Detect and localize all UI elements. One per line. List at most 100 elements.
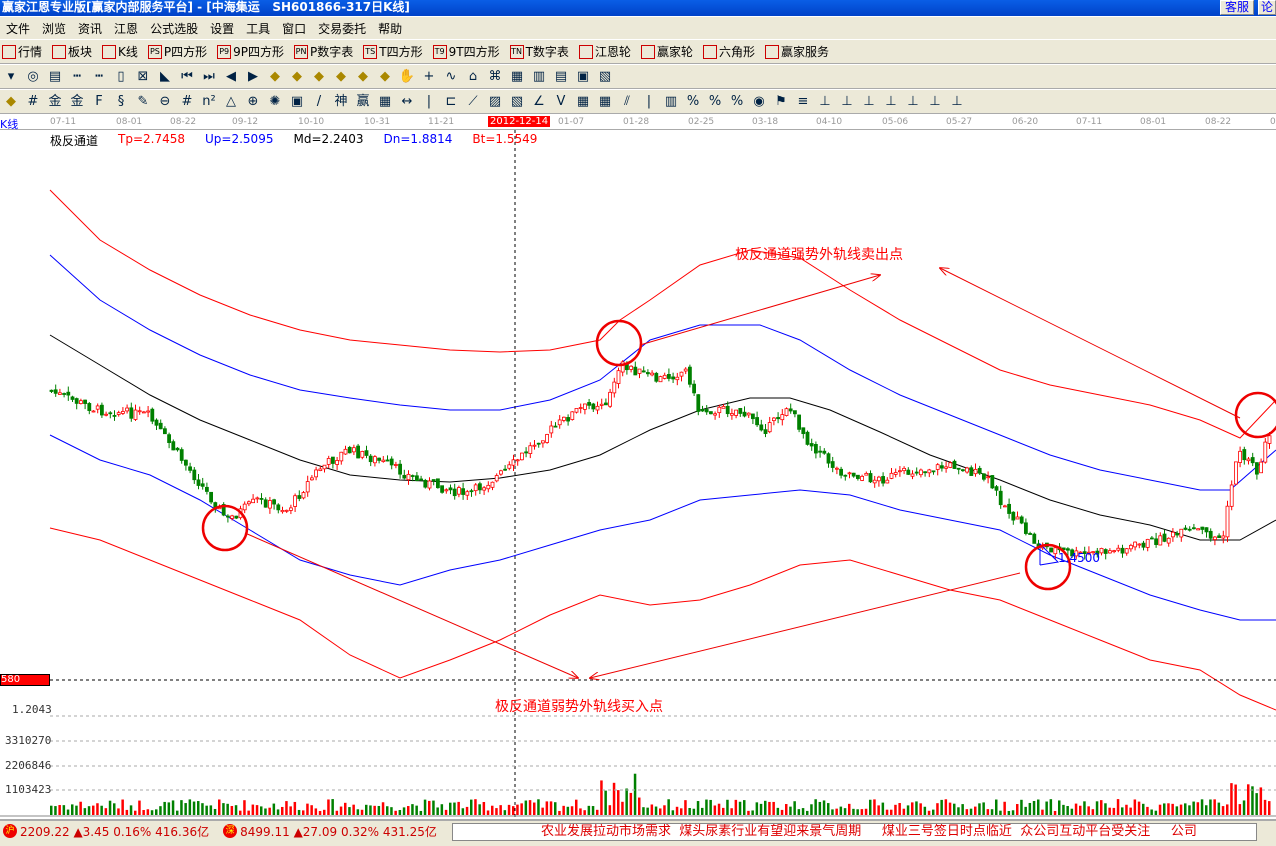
tool-icon[interactable]: ▧ bbox=[598, 68, 612, 84]
tool-icon[interactable]: # bbox=[181, 93, 193, 109]
news-ticker[interactable]: 农业发展拉动市场需求 煤头尿素行业有望迎来景气周期 煤业三号签日时点临近 众公司… bbox=[452, 823, 1257, 841]
menu-item[interactable]: 设置 bbox=[210, 21, 235, 36]
forum-button[interactable]: 论 bbox=[1258, 0, 1276, 15]
tool-icon[interactable]: % bbox=[686, 93, 700, 109]
tool-icon[interactable]: ▥ bbox=[532, 68, 546, 84]
tool-icon[interactable]: ◆ bbox=[6, 93, 16, 109]
toolbar-button[interactable]: T9 9T四方形 bbox=[432, 43, 500, 60]
tool-icon[interactable]: ▶ bbox=[248, 68, 258, 84]
tool-icon[interactable]: ▤ bbox=[554, 68, 568, 84]
menu-item[interactable]: 交易委托 bbox=[318, 21, 367, 36]
tool-icon[interactable]: ✺ bbox=[269, 93, 281, 109]
kline-chart[interactable] bbox=[0, 130, 1276, 820]
tool-icon[interactable]: ↔ bbox=[401, 93, 413, 109]
tool-icon[interactable]: 赢 bbox=[356, 93, 370, 109]
tool-icon[interactable]: ∿ bbox=[445, 68, 457, 84]
toolbar-button[interactable]: K线 bbox=[102, 43, 138, 60]
shanghai-index[interactable]: 2209.22 ▲3.45 0.16% 416.36亿 bbox=[20, 824, 210, 839]
tool-icon[interactable]: n² bbox=[202, 93, 216, 109]
tool-icon[interactable]: ▯ bbox=[117, 68, 125, 84]
tool-icon[interactable]: ▤ bbox=[48, 68, 62, 84]
tool-icon[interactable]: ⊥ bbox=[863, 93, 875, 109]
menu-item[interactable]: 工具 bbox=[246, 21, 271, 36]
tool-icon[interactable]: ≡ bbox=[797, 93, 809, 109]
tool-icon[interactable]: ⏭ bbox=[203, 68, 215, 84]
tool-icon[interactable]: ⊕ bbox=[247, 93, 259, 109]
tool-icon[interactable]: ⫽ bbox=[624, 93, 630, 109]
tool-icon[interactable]: # bbox=[27, 93, 39, 109]
tool-icon[interactable]: ◆ bbox=[314, 68, 324, 84]
toolbar-button[interactable]: 赢家轮 bbox=[640, 43, 693, 60]
tool-icon[interactable]: ⟋ bbox=[468, 93, 478, 109]
tool-icon[interactable]: | bbox=[646, 93, 652, 109]
customer-service-button[interactable]: 客服 bbox=[1220, 0, 1254, 15]
tool-icon[interactable]: ⊖ bbox=[159, 93, 171, 109]
tool-icon[interactable]: ▦ bbox=[576, 93, 590, 109]
tool-icon[interactable]: ◣ bbox=[160, 68, 170, 84]
toolbar-button[interactable]: 行情 bbox=[2, 43, 42, 60]
toolbar-button[interactable]: 江恩轮 bbox=[578, 43, 631, 60]
tool-icon[interactable]: ◆ bbox=[270, 68, 280, 84]
tool-icon[interactable]: ⚑ bbox=[775, 93, 787, 109]
tool-icon[interactable]: ⊥ bbox=[841, 93, 853, 109]
tool-icon[interactable]: ▦ bbox=[510, 68, 524, 84]
tool-icon[interactable]: ▨ bbox=[488, 93, 502, 109]
tool-icon[interactable]: ▣ bbox=[576, 68, 590, 84]
tool-icon[interactable]: ◆ bbox=[292, 68, 302, 84]
tool-icon[interactable]: ⊥ bbox=[929, 93, 941, 109]
menu-item[interactable]: 文件 bbox=[6, 21, 31, 36]
menu-item[interactable]: 浏览 bbox=[42, 21, 67, 36]
tool-icon[interactable]: 神 bbox=[334, 93, 348, 109]
tool-icon[interactable]: 金 bbox=[70, 93, 84, 109]
shenzhen-index[interactable]: 8499.11 ▲27.09 0.32% 431.25亿 bbox=[240, 824, 437, 839]
tool-icon[interactable]: ⏮ bbox=[181, 68, 193, 84]
tool-icon[interactable]: ✋ bbox=[398, 68, 416, 84]
tool-icon[interactable]: ⊥ bbox=[951, 93, 963, 109]
tool-icon[interactable]: ▦ bbox=[598, 93, 612, 109]
toolbar-button[interactable]: PS P四方形 bbox=[147, 43, 207, 60]
tool-icon[interactable]: ▣ bbox=[290, 93, 304, 109]
menu-item[interactable]: 公式选股 bbox=[150, 21, 199, 36]
toolbar-button[interactable]: PN P数字表 bbox=[294, 43, 353, 60]
tool-icon[interactable]: F bbox=[95, 93, 103, 109]
menu-item[interactable]: 资讯 bbox=[78, 21, 103, 36]
toolbar-button[interactable]: 赢家服务 bbox=[764, 43, 829, 60]
tool-icon[interactable]: % bbox=[708, 93, 722, 109]
tool-icon[interactable]: ◀ bbox=[226, 68, 236, 84]
toolbar-button[interactable]: TS T四方形 bbox=[363, 43, 423, 60]
tool-icon[interactable]: ◆ bbox=[336, 68, 346, 84]
tool-icon[interactable]: ◉ bbox=[753, 93, 765, 109]
tool-icon[interactable]: ◆ bbox=[358, 68, 368, 84]
tool-icon[interactable]: § bbox=[117, 93, 125, 109]
tool-icon[interactable]: ◎ bbox=[27, 68, 39, 84]
tool-icon[interactable]: ⊥ bbox=[819, 93, 831, 109]
tool-icon[interactable]: 金 bbox=[48, 93, 62, 109]
toolbar-button[interactable]: P9 9P四方形 bbox=[217, 43, 284, 60]
menu-item[interactable]: 窗口 bbox=[282, 21, 307, 36]
tool-icon[interactable]: V bbox=[556, 93, 566, 109]
tool-icon[interactable]: ✎ bbox=[137, 93, 149, 109]
tool-icon[interactable]: ⊏ bbox=[445, 93, 457, 109]
menu-item[interactable]: 江恩 bbox=[114, 21, 139, 36]
tool-icon[interactable]: ∠ bbox=[533, 93, 545, 109]
tool-icon[interactable]: / bbox=[316, 93, 322, 109]
toolbar-button[interactable]: 六角形 bbox=[702, 43, 755, 60]
tool-icon[interactable]: ⌘ bbox=[488, 68, 502, 84]
tool-icon[interactable]: ◆ bbox=[380, 68, 390, 84]
tool-icon[interactable]: ┅ bbox=[95, 68, 103, 84]
tool-icon[interactable]: △ bbox=[226, 93, 236, 109]
tool-icon[interactable]: ▾ bbox=[7, 68, 15, 84]
menu-item[interactable]: 帮助 bbox=[378, 21, 403, 36]
tool-icon[interactable]: ▥ bbox=[664, 93, 678, 109]
tool-icon[interactable]: ⌂ bbox=[468, 68, 478, 84]
tool-icon[interactable]: ┅ bbox=[73, 68, 81, 84]
tool-icon[interactable]: + bbox=[423, 68, 435, 84]
tool-icon[interactable]: ▦ bbox=[378, 93, 392, 109]
toolbar-button[interactable]: 板块 bbox=[52, 43, 92, 60]
tool-icon[interactable]: % bbox=[730, 93, 744, 109]
tool-icon[interactable]: ▧ bbox=[510, 93, 524, 109]
toolbar-button[interactable]: TN T数字表 bbox=[509, 43, 569, 60]
tool-icon[interactable]: ⊥ bbox=[907, 93, 919, 109]
tool-icon[interactable]: | bbox=[426, 93, 432, 109]
tool-icon[interactable]: ⊥ bbox=[885, 93, 897, 109]
